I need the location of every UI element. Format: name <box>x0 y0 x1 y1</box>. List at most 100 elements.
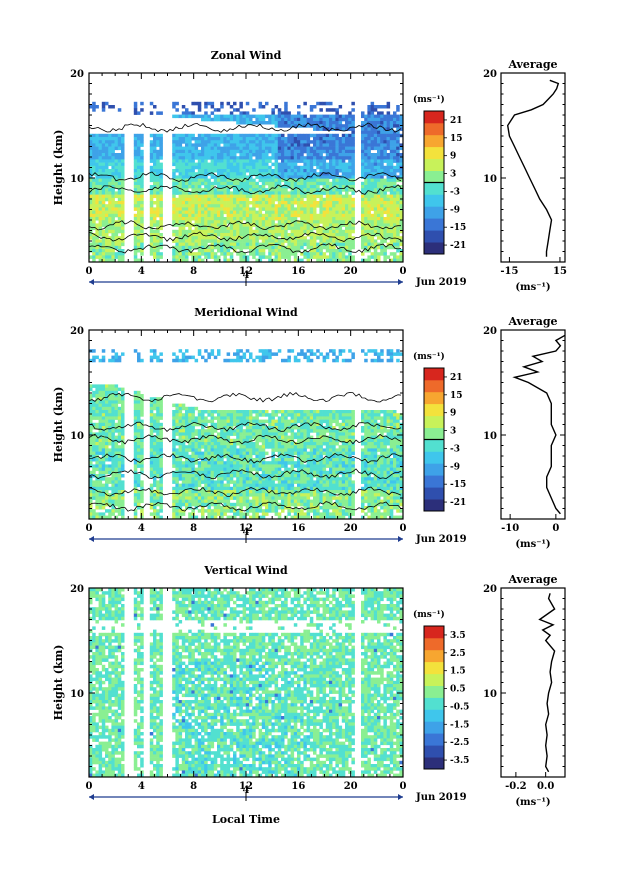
heatmap-cell <box>156 220 160 224</box>
average-x-tick-label: 15 <box>553 266 567 277</box>
heatmap-cell <box>197 499 202 504</box>
heatmap-cell <box>287 207 291 211</box>
heatmap-cell <box>261 178 266 183</box>
heatmap-cell <box>341 159 346 163</box>
heatmap-cell <box>153 210 157 215</box>
colorbar-swatch <box>424 170 444 183</box>
heatmap-cell <box>156 204 160 208</box>
heatmap-cell <box>111 435 115 440</box>
heatmap-cell <box>389 217 394 221</box>
heatmap-cell <box>380 121 384 125</box>
heatmap-cell <box>245 229 250 234</box>
heatmap-cell <box>117 451 122 456</box>
heatmap-cell <box>108 397 112 401</box>
heatmap-cell <box>249 242 253 247</box>
heatmap-cell <box>114 204 119 208</box>
heatmap-cell <box>175 169 179 173</box>
heatmap-cell <box>290 133 295 138</box>
heatmap-cell <box>351 121 355 125</box>
heatmap-cell <box>137 245 141 250</box>
heatmap-cell <box>261 217 266 221</box>
heatmap-cell <box>281 175 285 179</box>
heatmap-cell <box>223 172 227 176</box>
heatmap-cell <box>178 217 183 221</box>
heatmap-cell <box>306 258 311 263</box>
heatmap-cell <box>159 451 163 456</box>
heatmap-cell <box>229 165 234 170</box>
heatmap-cell <box>338 137 343 141</box>
heatmap-cell <box>101 146 106 151</box>
heatmap-cell <box>98 435 103 440</box>
heatmap-cell <box>271 245 275 250</box>
heatmap-cell <box>393 220 397 224</box>
heatmap-cell <box>255 197 259 202</box>
heatmap-cell <box>159 464 163 468</box>
heatmap-cell <box>255 140 259 144</box>
heatmap-cell <box>319 114 323 119</box>
heatmap-cell <box>290 220 295 224</box>
heatmap-cell <box>223 140 227 144</box>
heatmap-cell <box>204 358 208 363</box>
heatmap-cell <box>364 162 368 167</box>
heatmap-cell <box>386 181 391 186</box>
heatmap-cell <box>223 146 227 151</box>
heatmap-cell <box>386 133 391 138</box>
heatmap-cell <box>258 162 263 167</box>
heatmap-cell <box>351 159 355 163</box>
heatmap-cell <box>137 201 141 205</box>
heatmap-cell <box>121 213 125 218</box>
heatmap-cell <box>297 242 301 247</box>
heatmap-cell <box>95 502 99 507</box>
heatmap-cell <box>300 226 304 231</box>
heatmap-cell <box>140 153 144 157</box>
heatmap-cell <box>204 117 208 122</box>
heatmap-cell <box>377 117 381 122</box>
heatmap-cell <box>239 114 243 119</box>
heatmap-cell <box>306 255 311 259</box>
heatmap-cell <box>226 239 231 243</box>
heatmap-cell <box>393 223 397 227</box>
heatmap-cell <box>396 133 400 138</box>
heatmap-cell <box>133 451 138 456</box>
heatmap-cell <box>293 175 298 179</box>
heatmap-cell <box>348 169 352 173</box>
heatmap-cell <box>399 217 403 221</box>
heatmap-cell <box>268 146 272 151</box>
heatmap-cell <box>95 403 99 408</box>
heatmap-cell <box>396 137 400 141</box>
heatmap-cell <box>297 159 301 163</box>
heatmap-cell <box>117 236 122 240</box>
heatmap-cell <box>220 140 224 144</box>
heatmap-cell <box>204 204 208 208</box>
heatmap-cell <box>325 255 330 259</box>
heatmap-cell <box>105 448 109 452</box>
heatmap-cell <box>89 499 93 504</box>
heatmap-cell <box>287 204 291 208</box>
heatmap-cell <box>277 226 282 231</box>
heatmap-cell <box>185 413 189 417</box>
heatmap-cell <box>101 426 106 430</box>
heatmap-cell <box>293 197 298 202</box>
heatmap-cell <box>281 226 285 231</box>
heatmap-cell <box>220 204 224 208</box>
heatmap-cell <box>396 229 400 234</box>
heatmap-cell <box>133 403 138 408</box>
heatmap-cell <box>111 197 115 202</box>
heatmap-cell <box>191 429 195 433</box>
heatmap-cell <box>239 133 243 138</box>
heatmap-cell <box>329 124 333 128</box>
heatmap-cell <box>210 194 215 199</box>
heatmap-cell <box>380 130 384 135</box>
heatmap-cell <box>332 156 336 160</box>
heatmap-cell <box>252 178 256 183</box>
heatmap-cell <box>108 422 112 427</box>
heatmap-cell <box>185 358 189 363</box>
heatmap-cell <box>98 403 103 408</box>
heatmap-cell <box>277 185 282 189</box>
heatmap-cell <box>329 255 333 259</box>
heatmap-cell <box>207 493 211 497</box>
heatmap-cell <box>380 140 384 144</box>
heatmap-cell <box>201 159 205 163</box>
heatmap-cell <box>239 181 243 186</box>
heatmap-cell <box>92 445 96 449</box>
